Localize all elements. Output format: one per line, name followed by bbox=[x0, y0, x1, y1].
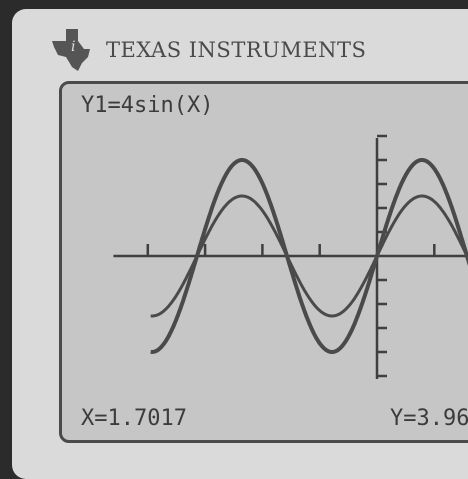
graph-curves bbox=[149, 158, 468, 354]
svg-text:i: i bbox=[71, 39, 75, 55]
brand-name: TEXAS INSTRUMENTS bbox=[106, 38, 367, 62]
brand-header: i TEXAS INSTRUMENTS bbox=[48, 28, 366, 72]
lcd-screen: Y1=4sin(X) X=1.7017 Y=3.96 bbox=[59, 81, 468, 443]
cursor-x-readout: X=1.7017 bbox=[81, 406, 187, 431]
texas-ti-logo-icon: i bbox=[52, 29, 90, 71]
series-line-amplitude-2.5 bbox=[150, 194, 468, 318]
cursor-y-readout: Y=3.96 bbox=[390, 406, 468, 431]
series-line-amplitude-4 bbox=[149, 158, 468, 354]
equation-label: Y1=4sin(X) bbox=[81, 93, 214, 118]
graph-plot bbox=[113, 134, 468, 379]
